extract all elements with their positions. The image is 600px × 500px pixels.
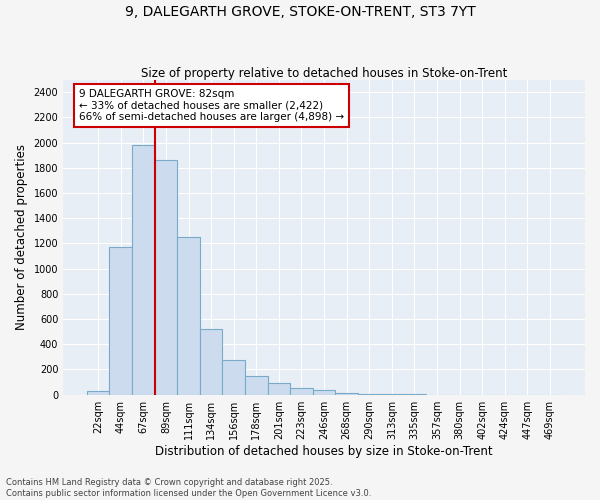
Bar [200,329,223,394]
Bar [177,237,200,394]
Bar [313,390,335,394]
Bar [109,247,132,394]
Text: 9 DALEGARTH GROVE: 82sqm
← 33% of detached houses are smaller (2,422)
66% of sem: 9 DALEGARTH GROVE: 82sqm ← 33% of detach… [79,89,344,122]
Bar [245,376,268,394]
Bar [268,384,290,394]
Bar [132,145,155,394]
X-axis label: Distribution of detached houses by size in Stoke-on-Trent: Distribution of detached houses by size … [155,444,493,458]
Bar [155,160,177,394]
Bar [290,388,313,394]
Bar [87,391,109,394]
Bar [223,360,245,394]
Y-axis label: Number of detached properties: Number of detached properties [15,144,28,330]
Text: Contains HM Land Registry data © Crown copyright and database right 2025.
Contai: Contains HM Land Registry data © Crown c… [6,478,371,498]
Text: 9, DALEGARTH GROVE, STOKE-ON-TRENT, ST3 7YT: 9, DALEGARTH GROVE, STOKE-ON-TRENT, ST3 … [125,5,475,19]
Title: Size of property relative to detached houses in Stoke-on-Trent: Size of property relative to detached ho… [141,66,507,80]
